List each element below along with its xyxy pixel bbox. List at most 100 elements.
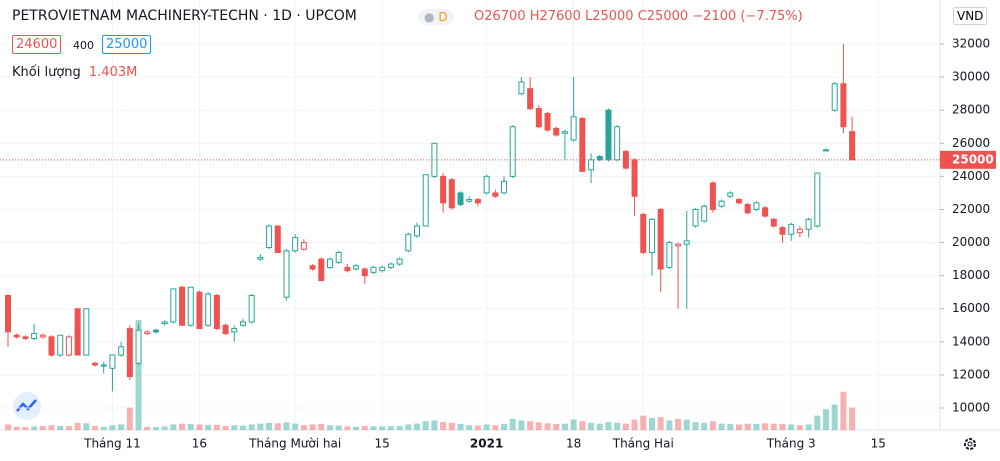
candle-body <box>622 151 629 169</box>
y-tick-label: 24000 <box>952 169 990 183</box>
volume-bar <box>387 426 394 430</box>
x-tick-label: Tháng Hai <box>612 437 674 451</box>
volume-bar <box>205 424 212 430</box>
ohlc: O26700 H27600 L25000 C25000 −2100 (−7.75… <box>474 9 803 24</box>
volume-bar <box>814 415 821 430</box>
symbol-line: PETROVIETNAM MACHINERY-TECHN · 1D · UPCO… <box>12 8 357 24</box>
candle-body <box>239 321 246 326</box>
volume-bar <box>648 418 655 430</box>
spread: 400 <box>73 39 94 52</box>
candle-body <box>544 112 551 131</box>
candle-body <box>396 258 403 265</box>
candle-body <box>440 175 447 204</box>
candle-body <box>266 225 273 249</box>
volume-bar <box>431 420 438 430</box>
volume-bar <box>683 419 690 430</box>
y-tick-label: 20000 <box>952 235 990 249</box>
volume-bar <box>92 426 99 430</box>
candle-body <box>161 321 168 325</box>
volume-bar <box>422 421 429 430</box>
candle-body <box>588 159 595 171</box>
volume-bar <box>779 423 786 430</box>
candle-body <box>379 266 386 272</box>
volume-bar <box>257 423 264 430</box>
candle-body <box>13 334 20 338</box>
volume-bar <box>666 420 673 430</box>
x-tick-label: Tháng Mười hai <box>248 437 341 451</box>
volume-bar <box>553 423 560 430</box>
logo[interactable] <box>13 392 41 420</box>
volume-bar <box>31 426 38 430</box>
candle-body <box>744 203 751 214</box>
volume-bar <box>57 425 64 430</box>
volume-bar <box>762 423 769 430</box>
badge[interactable]: ● D <box>418 9 454 25</box>
volume-bar <box>457 423 464 430</box>
volume-bar <box>701 422 708 430</box>
volume-bar <box>335 425 342 430</box>
volume-bar <box>13 426 20 430</box>
candle-body <box>300 242 307 250</box>
volume-bar <box>483 424 490 430</box>
x-tick-label: 16 <box>192 437 207 451</box>
candle-body <box>840 83 847 128</box>
candle-body <box>509 126 516 177</box>
candle-body <box>596 156 603 161</box>
volume-bar <box>318 423 325 430</box>
candle-body <box>631 159 638 197</box>
candle-body <box>231 328 238 333</box>
volume-bar <box>379 426 386 430</box>
volume-bar <box>657 417 664 430</box>
candle-body <box>292 237 299 252</box>
volume-bar <box>109 425 116 430</box>
volume-bar <box>135 320 142 430</box>
volume-bar <box>579 421 586 430</box>
candle-body <box>823 149 830 152</box>
volume-bar <box>353 426 360 430</box>
volume-bar <box>570 419 577 430</box>
candle-body <box>735 199 742 204</box>
candle-body <box>48 336 55 356</box>
volume-bar <box>631 419 638 430</box>
candle-body <box>553 127 560 136</box>
volume-bar <box>65 426 72 430</box>
volume-bar <box>48 425 55 430</box>
candle-body <box>849 131 856 161</box>
candle-body <box>666 242 673 268</box>
volume-bar <box>161 426 168 430</box>
volume-bar <box>248 424 255 430</box>
volume-bar <box>152 427 159 430</box>
candle-body <box>692 208 699 227</box>
volume-bar <box>326 425 333 430</box>
volume-bar <box>788 424 795 430</box>
candle-body <box>65 336 72 356</box>
volume-bar <box>727 423 734 430</box>
volume-bar <box>805 424 812 430</box>
candle-body <box>39 334 46 338</box>
x-tick-label: Tháng 3 <box>766 437 816 451</box>
volume-bar <box>527 421 534 430</box>
candle-body <box>770 218 777 227</box>
bid[interactable]: 24600 <box>12 35 62 54</box>
volume-bar <box>622 423 629 430</box>
volume-bar <box>448 422 455 430</box>
candle-body <box>344 266 351 272</box>
volume-bar <box>492 425 499 430</box>
settings-icon[interactable] <box>964 438 976 450</box>
volume-bar <box>144 426 151 430</box>
currency[interactable]: VND <box>953 7 988 25</box>
candle-body <box>100 364 107 367</box>
ask[interactable]: 25000 <box>102 35 152 54</box>
candle-body <box>788 223 795 235</box>
candle-body <box>405 233 412 252</box>
candle-body <box>570 116 577 141</box>
price-tag-label: 25000 <box>952 152 994 166</box>
volume-bar <box>675 418 682 430</box>
volume-bar <box>535 422 542 430</box>
volume-bar <box>588 422 595 430</box>
candle-body <box>335 251 342 263</box>
y-tick-label: 10000 <box>952 400 990 414</box>
candle-body <box>370 266 377 273</box>
volume-bar <box>126 407 133 430</box>
